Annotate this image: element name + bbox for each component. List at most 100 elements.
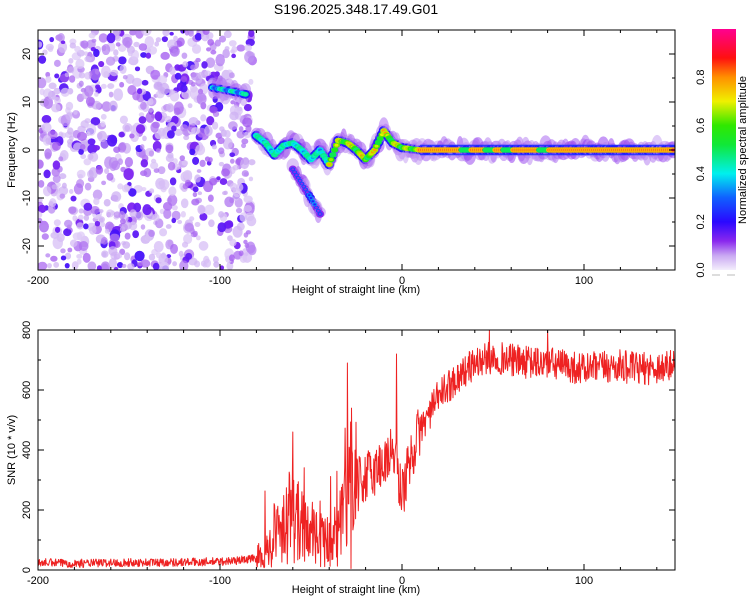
noise-blob bbox=[107, 83, 115, 89]
noise-blob bbox=[141, 186, 147, 192]
y-tick-label: 400 bbox=[21, 441, 33, 459]
noise-blob bbox=[113, 30, 122, 36]
noise-blob bbox=[184, 130, 190, 137]
main-ridge-core bbox=[330, 153, 335, 157]
noise-blob bbox=[84, 85, 94, 97]
noise-blob bbox=[228, 121, 238, 131]
noise-blob bbox=[211, 144, 217, 150]
noise-blob bbox=[63, 228, 72, 237]
noise-blob bbox=[155, 197, 162, 204]
noise-blob bbox=[52, 236, 63, 250]
noise-blob bbox=[191, 127, 201, 135]
noise-blob bbox=[192, 191, 198, 198]
lower-branch bbox=[286, 158, 326, 224]
noise-blob bbox=[84, 72, 92, 80]
noise-blob bbox=[41, 233, 49, 240]
noise-blob bbox=[67, 66, 75, 74]
noise-blob bbox=[182, 92, 189, 100]
main-ridge bbox=[250, 117, 675, 176]
noise-blob bbox=[84, 182, 92, 191]
noise-blob bbox=[52, 160, 61, 170]
noise-blob bbox=[38, 179, 45, 188]
noise-blob bbox=[54, 226, 61, 233]
main-ridge-core bbox=[329, 158, 333, 162]
noise-blob bbox=[150, 69, 161, 80]
noise-blob bbox=[194, 221, 201, 227]
noise-blob bbox=[100, 121, 106, 127]
noise-blob bbox=[157, 166, 166, 175]
noise-blob bbox=[240, 158, 250, 170]
noise-blob bbox=[184, 30, 190, 36]
noise-blob bbox=[47, 204, 56, 214]
noise-blob bbox=[248, 30, 255, 38]
noise-blob bbox=[94, 220, 101, 227]
noise-blob bbox=[192, 186, 199, 193]
noise-blob bbox=[244, 50, 255, 64]
noise-blob bbox=[114, 240, 121, 248]
noise-blob bbox=[124, 40, 131, 49]
noise-blob bbox=[229, 158, 235, 164]
noise-blob bbox=[80, 143, 86, 150]
noise-blob bbox=[100, 261, 111, 270]
noise-blob bbox=[129, 133, 135, 139]
noise-blob bbox=[168, 186, 177, 196]
noise-blob bbox=[73, 109, 78, 115]
noise-blob bbox=[154, 111, 163, 122]
noise-blob bbox=[167, 161, 176, 171]
x-tick-label: 100 bbox=[575, 275, 593, 287]
y-tick-label: 0 bbox=[21, 147, 33, 153]
noise-blob bbox=[243, 205, 252, 213]
noise-blob bbox=[104, 228, 110, 234]
noise-blob bbox=[113, 266, 119, 270]
noise-blob bbox=[152, 213, 160, 222]
x-tick-label: -100 bbox=[209, 275, 231, 287]
noise-blob bbox=[169, 177, 177, 186]
noise-blob bbox=[229, 238, 237, 247]
snr-ticks: -200 -100 0 100 0 200 400 600 800 bbox=[21, 321, 675, 587]
noise-blob bbox=[45, 43, 54, 51]
main-ridge-core bbox=[378, 137, 383, 140]
noise-blob bbox=[51, 184, 58, 190]
noise-blob bbox=[100, 65, 111, 78]
noise-blob bbox=[157, 127, 166, 137]
noise-blob bbox=[119, 115, 128, 124]
noise-blob bbox=[161, 36, 169, 43]
upper-branch-core bbox=[243, 93, 248, 96]
noise-blob bbox=[201, 61, 208, 69]
noise-blob bbox=[120, 218, 126, 225]
noise-blob bbox=[108, 91, 114, 98]
noise-blob bbox=[96, 265, 102, 270]
noise-blob bbox=[68, 189, 74, 194]
noise-blob bbox=[236, 130, 245, 139]
noise-blob bbox=[148, 253, 156, 261]
noise-blob bbox=[170, 243, 178, 254]
noise-blob bbox=[135, 211, 144, 221]
main-ridge-core bbox=[332, 148, 337, 152]
noise-blob bbox=[77, 125, 86, 133]
noise-blob bbox=[108, 246, 118, 256]
noise-blob bbox=[83, 158, 92, 166]
lower-branch-core bbox=[304, 188, 307, 191]
noise-blob bbox=[178, 250, 184, 257]
noise-blob bbox=[77, 214, 84, 221]
noise-blob bbox=[187, 79, 194, 85]
noise-blob bbox=[181, 52, 188, 59]
noise-blob bbox=[71, 261, 79, 270]
noise-blob bbox=[121, 263, 127, 268]
noise-blob bbox=[215, 53, 225, 67]
noise-blob bbox=[106, 172, 114, 181]
noise-blob bbox=[38, 55, 47, 64]
noise-blob bbox=[138, 116, 147, 124]
main-ridge-core bbox=[374, 144, 379, 148]
noise-blob bbox=[128, 59, 133, 65]
noise-blob bbox=[76, 222, 84, 230]
noise-blob bbox=[205, 57, 216, 68]
noise-blob bbox=[236, 222, 245, 231]
noise-blob bbox=[222, 137, 233, 150]
noise-blob bbox=[232, 164, 239, 171]
y-tick-label: 200 bbox=[21, 501, 33, 519]
noise-blob bbox=[241, 138, 249, 145]
lower-branch-core bbox=[309, 197, 313, 199]
noise-blob bbox=[185, 252, 193, 260]
noise-blob bbox=[209, 106, 218, 114]
